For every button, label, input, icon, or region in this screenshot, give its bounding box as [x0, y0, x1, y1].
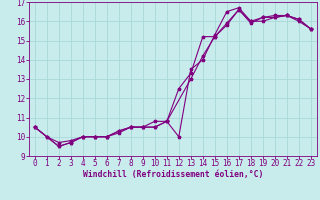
X-axis label: Windchill (Refroidissement éolien,°C): Windchill (Refroidissement éolien,°C)	[83, 170, 263, 179]
